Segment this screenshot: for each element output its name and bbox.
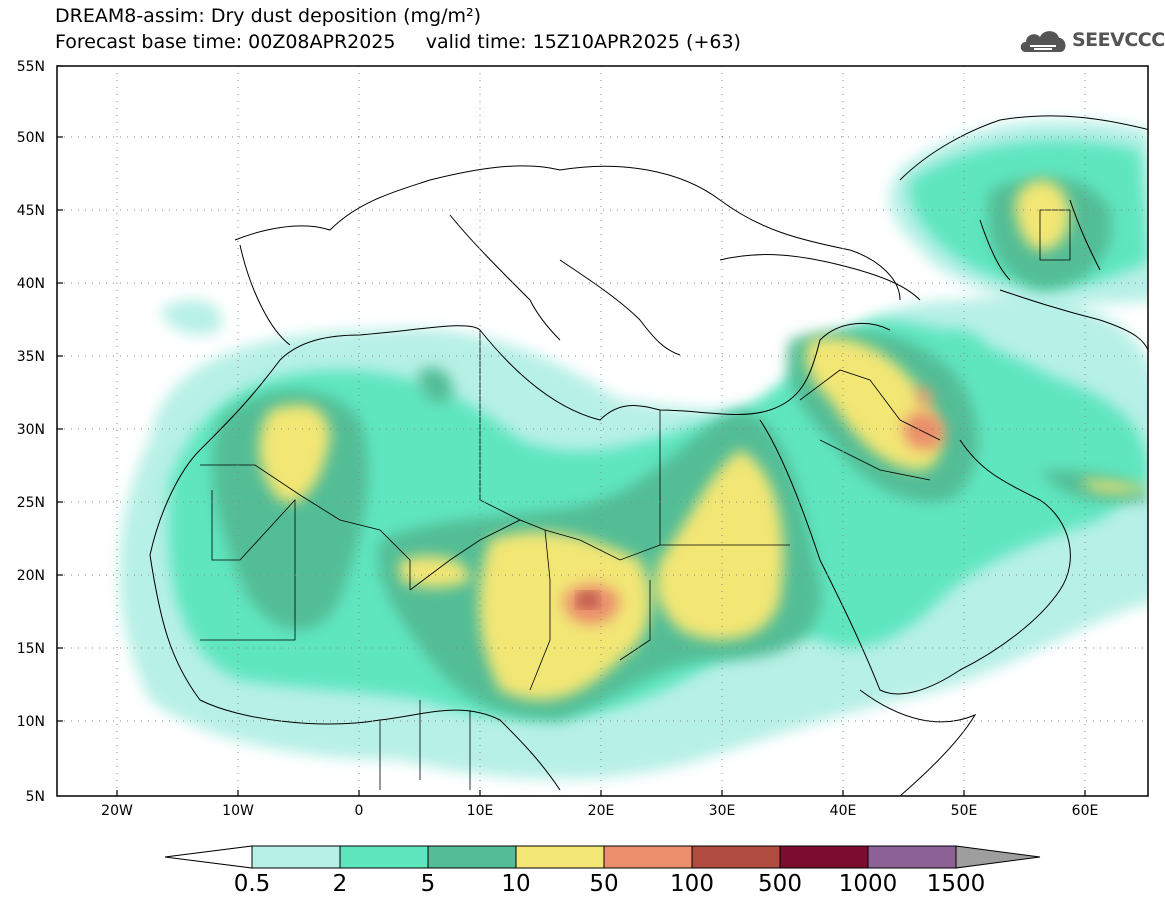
lon-label: 60E — [1072, 803, 1099, 819]
colorbar-label: 1000 — [838, 871, 898, 897]
colorbar-high-arrow — [955, 845, 1041, 869]
lon-label: 10W — [222, 803, 254, 819]
colorbar-swatch — [339, 845, 429, 869]
lat-label: 35N — [17, 349, 45, 365]
colorbar-label: 5 — [420, 871, 436, 897]
lon-label: 20W — [101, 803, 133, 819]
colorbar-label: 2 — [332, 871, 348, 897]
lat-label: 5N — [26, 789, 45, 805]
lat-label: 25N — [17, 495, 45, 511]
lat-label: 20N — [17, 568, 45, 584]
lon-label: 40E — [830, 803, 857, 819]
colorbar-swatch — [251, 845, 341, 869]
forecast-times: Forecast base time: 00Z08APR2025 valid t… — [55, 31, 741, 53]
colorbar-label: 100 — [670, 871, 714, 897]
coastlines — [149, 115, 1148, 796]
dust-fields — [119, 120, 1148, 779]
lat-label: 45N — [17, 203, 45, 219]
colorbar-label: 500 — [758, 871, 802, 897]
colorbar — [164, 845, 1041, 869]
seevccc-logo: SEEVCCC — [1018, 24, 1165, 58]
lat-label: 30N — [17, 422, 45, 438]
graticule — [57, 66, 1148, 796]
cloud-icon — [1020, 31, 1066, 52]
colorbar-swatch — [603, 845, 693, 869]
lon-label: 0 — [355, 803, 364, 819]
colorbar-low-arrow — [164, 845, 253, 869]
colorbar-label: 0.5 — [233, 871, 271, 897]
borders — [200, 209, 1071, 790]
lon-label: 20E — [588, 803, 615, 819]
colorbar-label: 10 — [501, 871, 531, 897]
colorbar-swatch — [427, 845, 517, 869]
lon-label: 30E — [709, 803, 736, 819]
colorbar-swatch — [867, 845, 957, 869]
lat-label: 10N — [17, 714, 45, 730]
lat-label: 55N — [17, 59, 45, 75]
lat-label: 15N — [17, 641, 45, 657]
lat-label: 40N — [17, 276, 45, 292]
colorbar-label: 1500 — [926, 871, 986, 897]
map-title: DREAM8-assim: Dry dust deposition (mg/m²… — [55, 5, 482, 27]
colorbar-label: 50 — [589, 871, 619, 897]
logo-text: SEEVCCC — [1072, 29, 1165, 51]
colorbar-swatch — [691, 845, 781, 869]
lon-label: 10E — [467, 803, 494, 819]
colorbar-swatch — [515, 845, 605, 869]
lat-label: 50N — [17, 130, 45, 146]
colorbar-swatch — [779, 845, 869, 869]
tick-marks — [57, 65, 1086, 796]
lon-label: 50E — [951, 803, 978, 819]
map-frame — [56, 65, 1149, 797]
